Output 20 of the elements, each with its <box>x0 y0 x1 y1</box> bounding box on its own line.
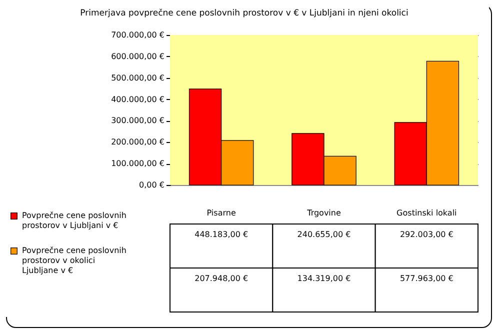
y-tick-label: 700.000,00 € <box>111 30 164 40</box>
data-label: 292.003,00 € <box>400 230 454 239</box>
data-label: 207.948,00 € <box>194 274 248 283</box>
y-tick-label: 500.000,00 € <box>111 73 164 82</box>
data-label: 448.183,00 € <box>194 230 248 239</box>
legend-label: Povprečne cene poslovnih prostorov v okolici Ljubljane v € <box>22 246 126 275</box>
y-tick-label: 0,00 € <box>139 180 164 190</box>
x-tick-label: Trgovine <box>306 208 341 218</box>
x-tick-label: Pisarne <box>206 208 236 218</box>
y-tick-label: 600.000,00 € <box>111 52 164 61</box>
x-tick-label: Gostinski lokali <box>396 208 457 218</box>
y-tick-label: 200.000,00 € <box>111 138 164 147</box>
y-tick-label: 400.000,00 € <box>111 94 164 104</box>
data-label: 240.655,00 € <box>297 230 351 239</box>
y-tick-label: 100.000,00 € <box>111 159 164 168</box>
data-label: 134.319,00 € <box>297 274 351 283</box>
chart-title: Primerjava povprečne cene poslovnih prostorov v € v Ljubljani in njeni okolici <box>80 8 408 18</box>
data-label: 577.963,00 € <box>400 274 454 283</box>
y-tick-label: 300.000,00 € <box>111 116 164 126</box>
legend-label: Povprečne cene poslovnih prostorov v Ljubljani v € <box>22 211 126 230</box>
